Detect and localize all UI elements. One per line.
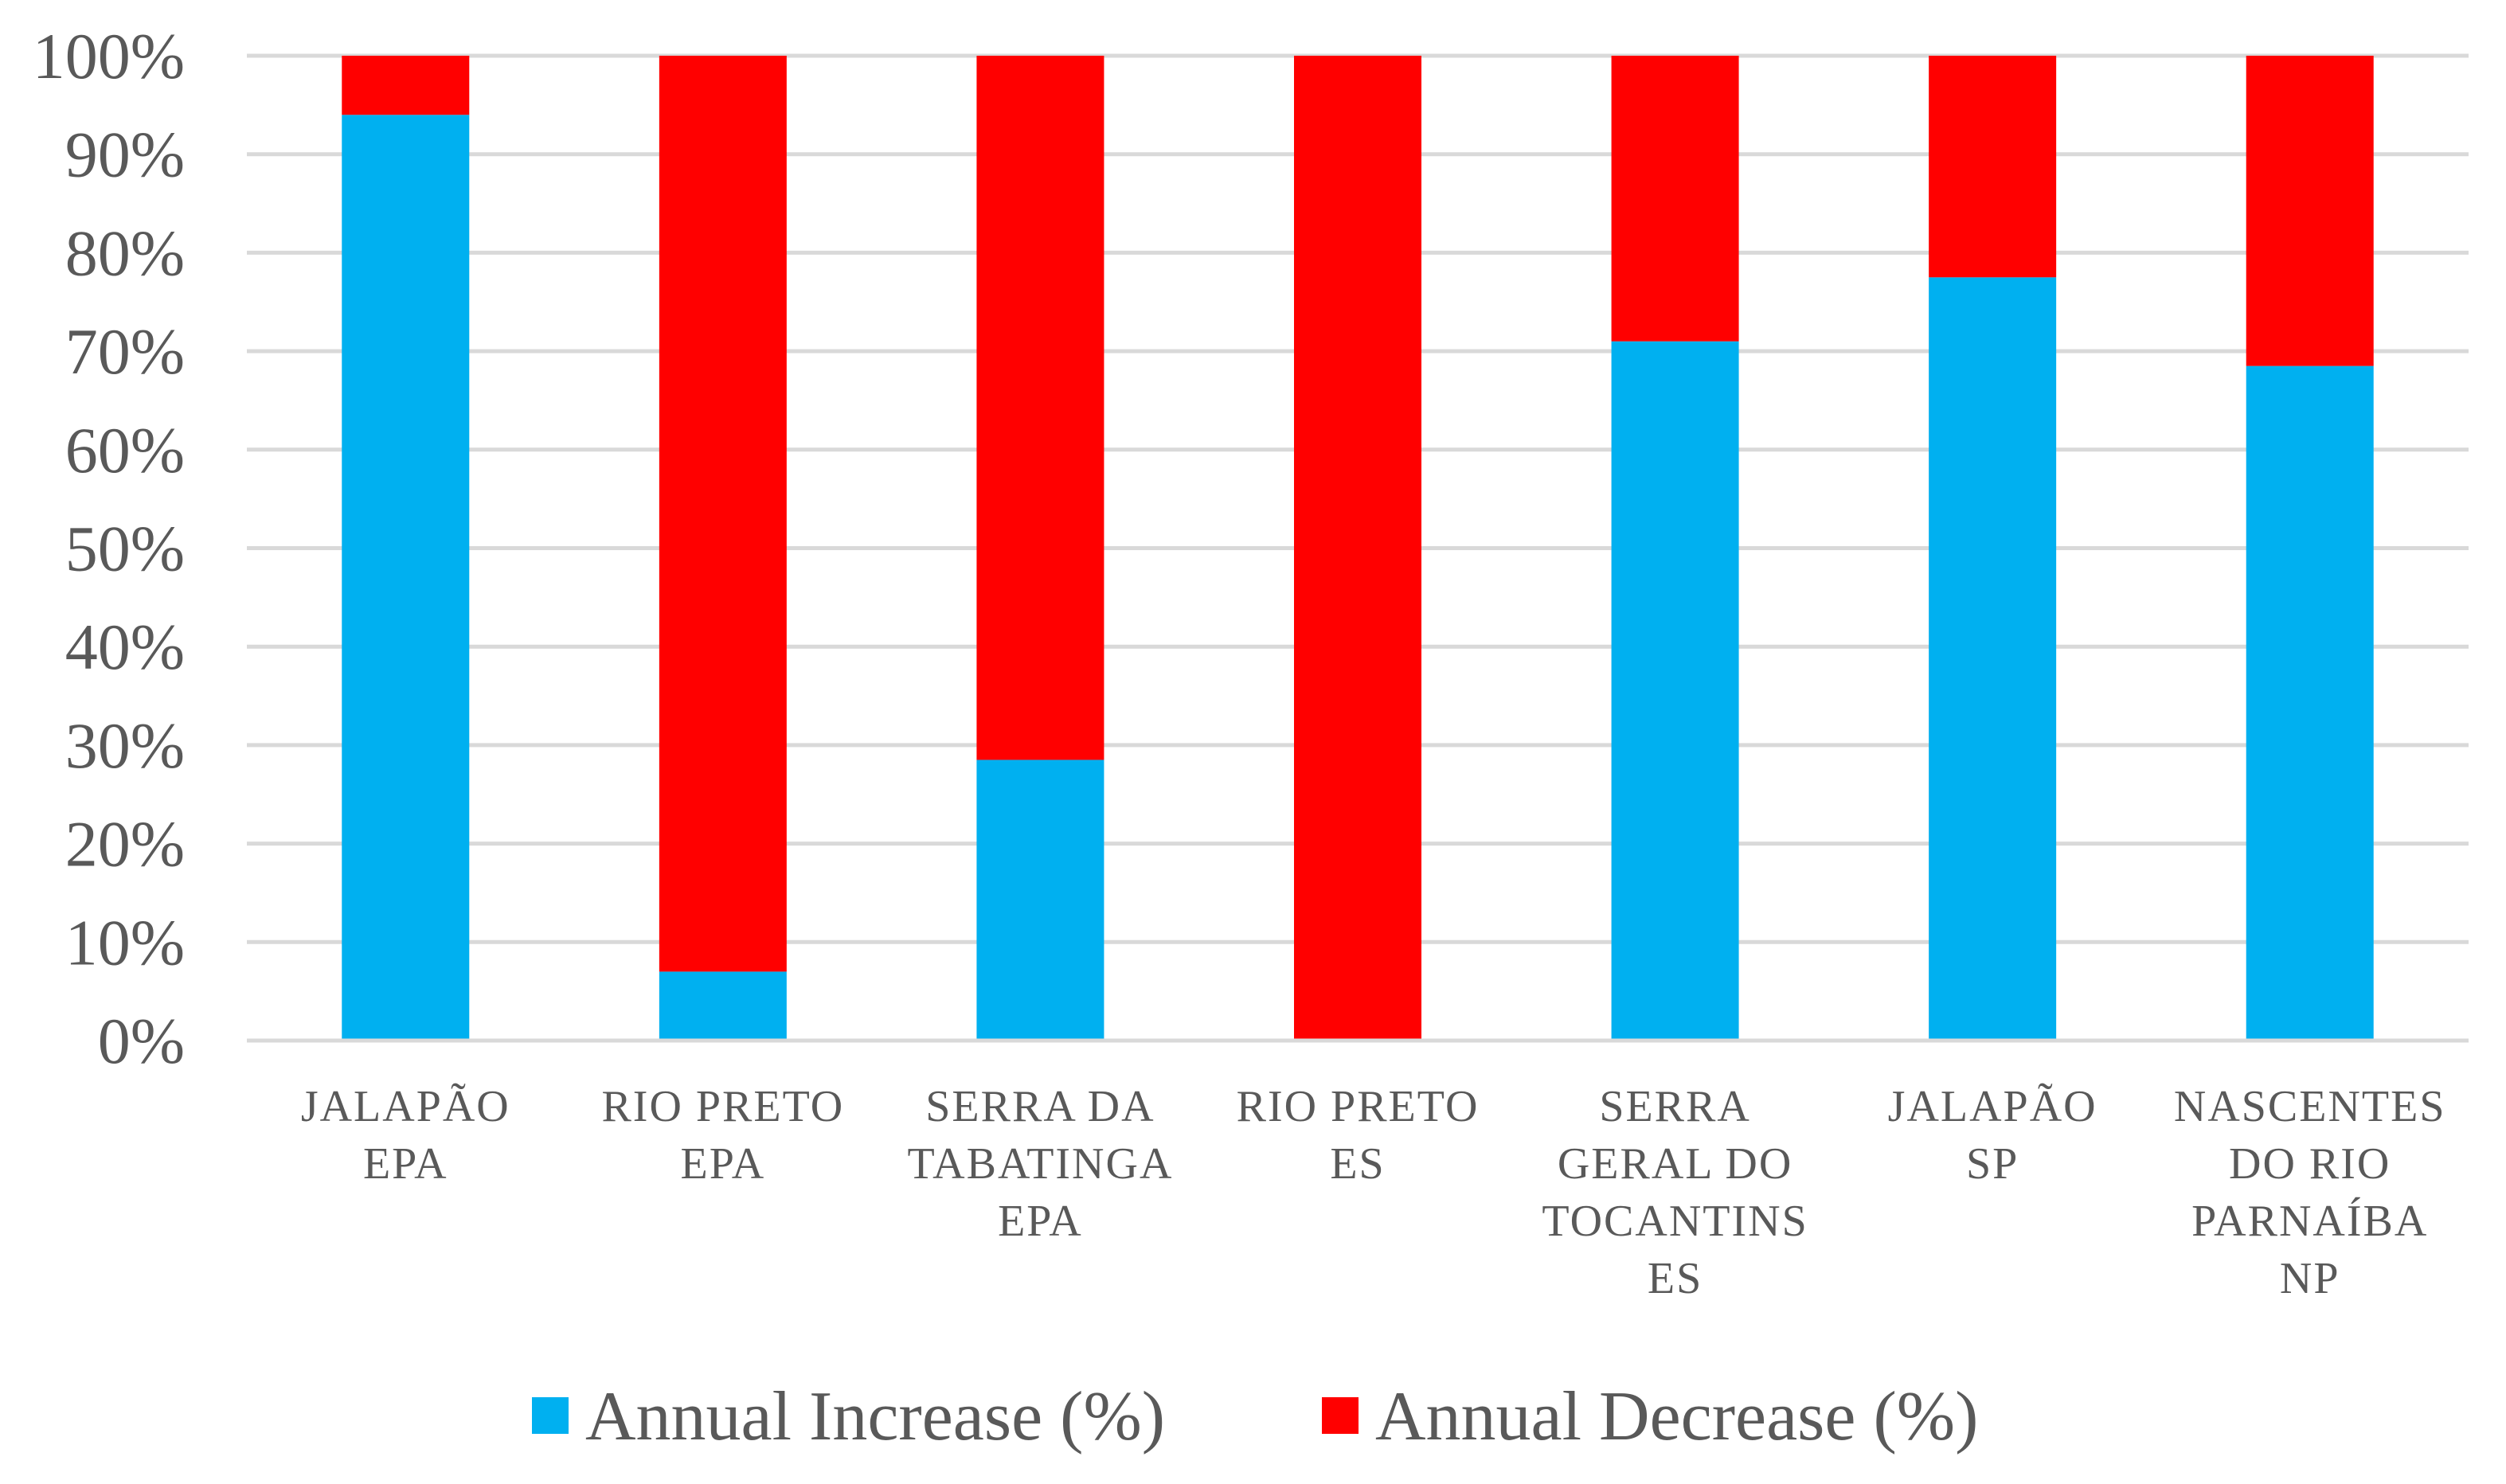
bar-decrease-3 bbox=[976, 56, 1104, 760]
y-tick-label: 70% bbox=[65, 315, 185, 388]
y-tick-label: 80% bbox=[65, 217, 185, 289]
legend: Annual Increase (%) Annual Decrease (%) bbox=[532, 1378, 1978, 1455]
y-axis: 0% 10% 20% 30% 40% 50% 60% 70% 80% 90% 100% bbox=[33, 20, 185, 1077]
x-category-label-line: SP bbox=[1966, 1139, 2019, 1189]
y-tick-label: 50% bbox=[65, 513, 185, 585]
y-tick-label: 10% bbox=[65, 906, 185, 978]
x-category-label-line: ES bbox=[1330, 1139, 1385, 1189]
y-tick-label: 0% bbox=[98, 1005, 185, 1077]
x-category-label: SERRA GERAL DO TOCANTINS ES bbox=[1542, 1082, 1808, 1303]
bars bbox=[342, 56, 2374, 1041]
x-category-label-line: ES bbox=[1648, 1254, 1703, 1303]
x-axis: JALAPÃO EPA RIO PRETO EPA SERRA DA TABATINGA E… bbox=[247, 1038, 2469, 1303]
x-category-label-line: PARNAÍBA bbox=[2191, 1197, 2428, 1246]
x-category-label-line: SERRA DA bbox=[925, 1082, 1155, 1131]
bar-decrease-6 bbox=[1929, 56, 2057, 278]
x-category-label-line: JALAPÃO bbox=[301, 1082, 510, 1131]
bar-increase-5 bbox=[1611, 341, 1739, 1041]
bar-decrease-1 bbox=[342, 56, 470, 115]
x-category-label-line: GERAL DO bbox=[1558, 1139, 1793, 1189]
y-tick-label: 100% bbox=[33, 20, 185, 92]
bar-increase-7 bbox=[2246, 365, 2374, 1041]
x-category-label-line: TABATINGA bbox=[907, 1139, 1173, 1189]
bar-increase-1 bbox=[342, 115, 470, 1041]
x-category-label-line: SERRA bbox=[1599, 1082, 1751, 1131]
bar-decrease-2 bbox=[659, 56, 787, 972]
x-category-label-line: RIO PRETO bbox=[1237, 1082, 1480, 1131]
x-category-label: RIO PRETO EPA bbox=[601, 1082, 844, 1189]
x-category-label-line: EPA bbox=[681, 1139, 766, 1189]
x-category-label-line: TOCANTINS bbox=[1542, 1197, 1808, 1246]
x-category-label-line: DO RIO bbox=[2229, 1139, 2391, 1189]
y-tick-label: 20% bbox=[65, 808, 185, 881]
x-category-label-line: JALAPÃO bbox=[1888, 1082, 2097, 1131]
x-category-label-line: NASCENTES bbox=[2174, 1082, 2446, 1131]
legend-label-decrease: Annual Decrease (%) bbox=[1375, 1378, 1978, 1455]
legend-swatch-decrease bbox=[1322, 1397, 1359, 1434]
legend-label-increase: Annual Increase (%) bbox=[585, 1378, 1165, 1455]
x-category-label: JALAPÃO EPA bbox=[301, 1082, 510, 1189]
x-category-label: NASCENTES DO RIO PARNAÍBA NP bbox=[2174, 1082, 2446, 1303]
bar-decrease-7 bbox=[2246, 56, 2374, 366]
x-category-label-line: RIO PRETO bbox=[601, 1082, 844, 1131]
bar-increase-2 bbox=[659, 971, 787, 1041]
x-category-label: RIO PRETO ES bbox=[1237, 1082, 1480, 1189]
x-category-label-line: NP bbox=[2280, 1254, 2340, 1303]
y-tick-label: 40% bbox=[65, 611, 185, 683]
bar-decrease-4 bbox=[1294, 56, 1421, 1041]
legend-swatch-increase bbox=[532, 1397, 569, 1434]
bar-increase-3 bbox=[976, 760, 1104, 1041]
x-category-label: JALAPÃO SP bbox=[1888, 1082, 2097, 1189]
x-category-label-line: EPA bbox=[363, 1139, 448, 1189]
y-tick-label: 30% bbox=[65, 709, 185, 782]
bar-decrease-5 bbox=[1611, 56, 1739, 342]
x-category-label: SERRA DA TABATINGA EPA bbox=[907, 1082, 1173, 1246]
y-tick-label: 60% bbox=[65, 414, 185, 486]
x-category-label-line: EPA bbox=[998, 1197, 1083, 1246]
y-tick-label: 90% bbox=[65, 119, 185, 191]
bar-increase-6 bbox=[1929, 277, 2057, 1041]
